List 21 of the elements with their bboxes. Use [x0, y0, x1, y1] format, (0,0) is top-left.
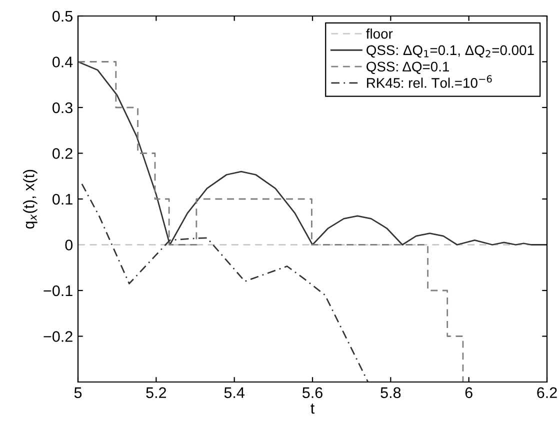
x-tick-label: 6	[465, 387, 472, 398]
x-axis-title: t	[310, 404, 315, 414]
y-tick-label: 0.5	[52, 10, 72, 22]
y-tick-label: 0.3	[52, 102, 72, 114]
x-tick-label: 5.2	[146, 387, 166, 398]
x-tick-label: 5.4	[224, 387, 245, 398]
y-tick-label: 0.1	[52, 194, 72, 205]
y-tick-label: 0.4	[52, 56, 73, 68]
x-tick-label: 6.2	[537, 387, 557, 398]
legend-label: floor	[366, 28, 393, 39]
y-tick-label: 0	[65, 240, 73, 250]
y-tick-label: −0.2	[44, 331, 72, 342]
legend-label: QSS: ΔQ$_{1}$=0.1, ΔQ$_{2}$=0.001	[366, 45, 534, 58]
legend-label: QSS: ΔQ=0.1	[366, 62, 449, 74]
y-tick-label: −0.1	[44, 285, 72, 296]
legend-label: RK45: rel. Tol.=10$^{−6}$	[367, 75, 492, 88]
y-axis-title: q$_{x}$(t), x(t)	[23, 170, 38, 229]
x-tick-label: 5.8	[380, 387, 401, 398]
y-tick-label: 0.2	[52, 148, 72, 159]
x-tick-label: 5.6	[302, 387, 322, 398]
x-tick-label: 5	[74, 387, 82, 398]
